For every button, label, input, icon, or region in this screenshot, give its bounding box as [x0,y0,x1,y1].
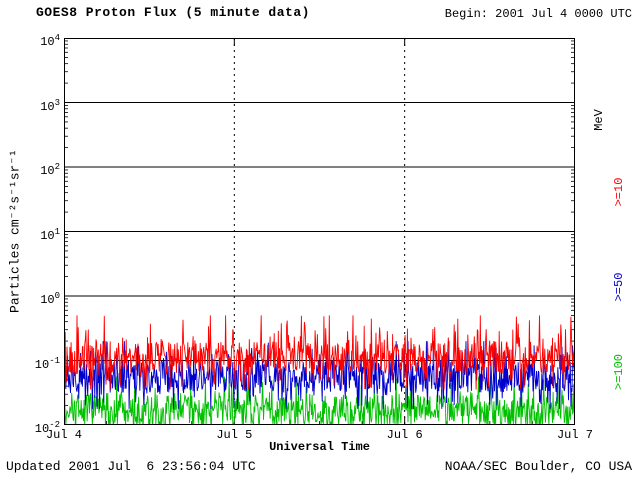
x-tick-label: Jul 5 [216,428,253,442]
y-tick-label: 103 [40,97,60,114]
y-tick-label: 104 [40,33,60,49]
series-label-ge50: >=50 [612,272,626,302]
right-axis-unit-label: MeV [592,109,606,131]
series-label-ge100: >=100 [612,353,626,391]
source-credit: NOAA/SEC Boulder, CO USA [444,459,632,474]
y-tick-label: 100 [40,291,60,307]
plot-area [64,38,575,425]
series-label-ge10: >=10 [612,177,626,207]
x-tick-label: Jul 4 [45,428,82,442]
begin-timestamp: Begin: 2001 Jul 4 0000 UTC [444,7,632,21]
y-tick-label: 101 [40,226,60,243]
y-tick-label: 10-1 [34,355,60,372]
x-tick-label: Jul 6 [386,428,423,442]
chart-title: GOES8 Proton Flux (5 minute data) [36,5,310,20]
y-tick-label: 102 [40,162,60,178]
x-tick-label: Jul 7 [556,428,593,442]
y-tick-label: 10-2 [34,420,60,436]
x-axis-label: Universal Time [269,440,370,454]
updated-timestamp: Updated 2001 Jul 6 23:56:04 UTC [6,459,256,474]
